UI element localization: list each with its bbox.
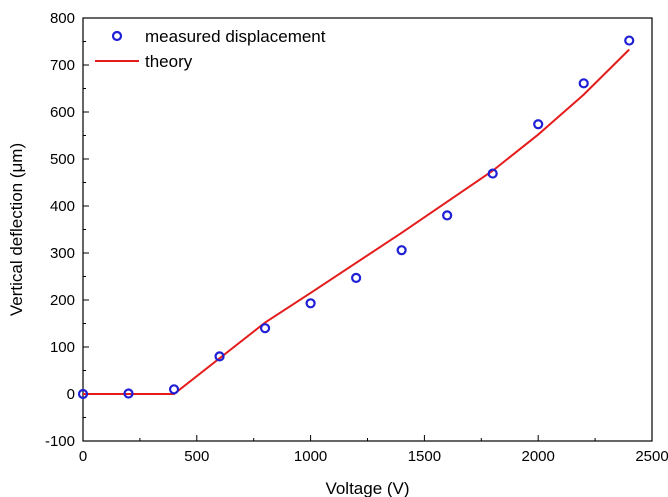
legend-label-theory: theory — [145, 52, 193, 71]
measured-point — [305, 298, 316, 309]
x-tick-label: 2500 — [635, 448, 668, 465]
plot-area: 0 500 1000 1500 2000 2500-1000100200300400500… — [45, 10, 668, 465]
y-tick-label: 600 — [50, 104, 75, 121]
measured-point — [168, 384, 180, 395]
y-tick-label: 100 — [50, 339, 75, 356]
y-tick-label: 300 — [50, 245, 75, 262]
y-tick-label: 400 — [50, 198, 75, 215]
measured-point — [624, 35, 635, 46]
measured-point — [442, 210, 453, 221]
y-tick-label: 800 — [50, 10, 75, 27]
measured-point — [487, 168, 498, 179]
legend-marker-measured — [111, 30, 123, 42]
theory-line — [83, 48, 630, 395]
y-tick-label: 700 — [50, 57, 75, 74]
x-tick-label: 2000 — [522, 448, 555, 465]
measured-point — [123, 388, 134, 399]
y-tick-label: 0 — [67, 386, 75, 403]
x-tick-label: 1500 — [408, 448, 441, 465]
plot-frame — [82, 17, 653, 442]
measured-point — [396, 245, 407, 256]
measured-point — [259, 323, 271, 334]
measured-point — [214, 351, 225, 362]
x-tick-label: 500 — [184, 448, 209, 465]
measured-point — [77, 388, 89, 400]
x-tick-label: 0 — [79, 448, 87, 465]
y-tick-label: -100 — [45, 433, 75, 450]
x-tick-label: 1000 — [294, 448, 327, 465]
y-axis-label: Vertical deflection (μm) — [7, 143, 26, 316]
measured-point — [578, 78, 589, 89]
legend-label-measured: measured displacement — [145, 27, 326, 46]
measured-point — [351, 272, 362, 284]
measured-point — [533, 119, 544, 130]
y-tick-label: 500 — [50, 151, 75, 168]
x-axis-label: Voltage (V) — [325, 479, 409, 497]
legend: measured displacement theory — [95, 27, 326, 71]
y-tick-label: 200 — [50, 292, 75, 309]
